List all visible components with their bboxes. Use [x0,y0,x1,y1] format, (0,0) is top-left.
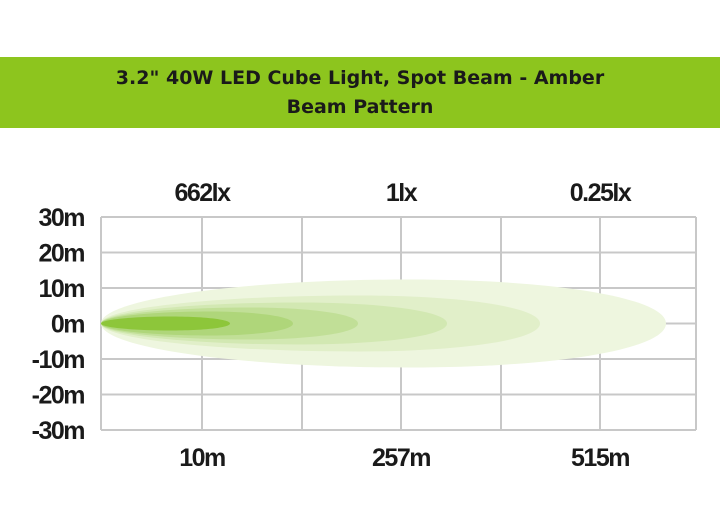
y-tick-label: -20m [32,382,85,410]
beam-layer [101,316,230,331]
y-tick-label: -30m [32,417,85,445]
chart-title-line2: Beam Pattern [286,96,434,118]
x-tick-label: 257m [372,444,430,472]
chart-title-line1: 3.2" 40W LED Cube Light, Spot Beam - Amb… [115,67,605,89]
x-axis-labels: 10m 257m 515m [179,444,631,472]
lux-label: 1lx [386,179,418,207]
y-tick-label: -10m [32,346,85,374]
y-axis-labels: 30m 20m 10m 0m -10m -20m -30m [32,204,86,445]
title-banner: 3.2" 40W LED Cube Light, Spot Beam - Amb… [0,57,720,128]
y-tick-label: 10m [38,275,84,303]
x-tick-label: 10m [179,444,225,472]
beam-layers [101,279,666,368]
x-tick-label: 515m [571,444,629,472]
y-tick-label: 0m [51,311,84,339]
lux-labels: 662lx 1lx 0.25lx [174,179,633,207]
y-tick-label: 20m [38,240,84,268]
lux-label: 0.25lx [570,179,632,207]
lux-label: 662lx [174,179,231,207]
y-tick-label: 30m [38,204,84,232]
